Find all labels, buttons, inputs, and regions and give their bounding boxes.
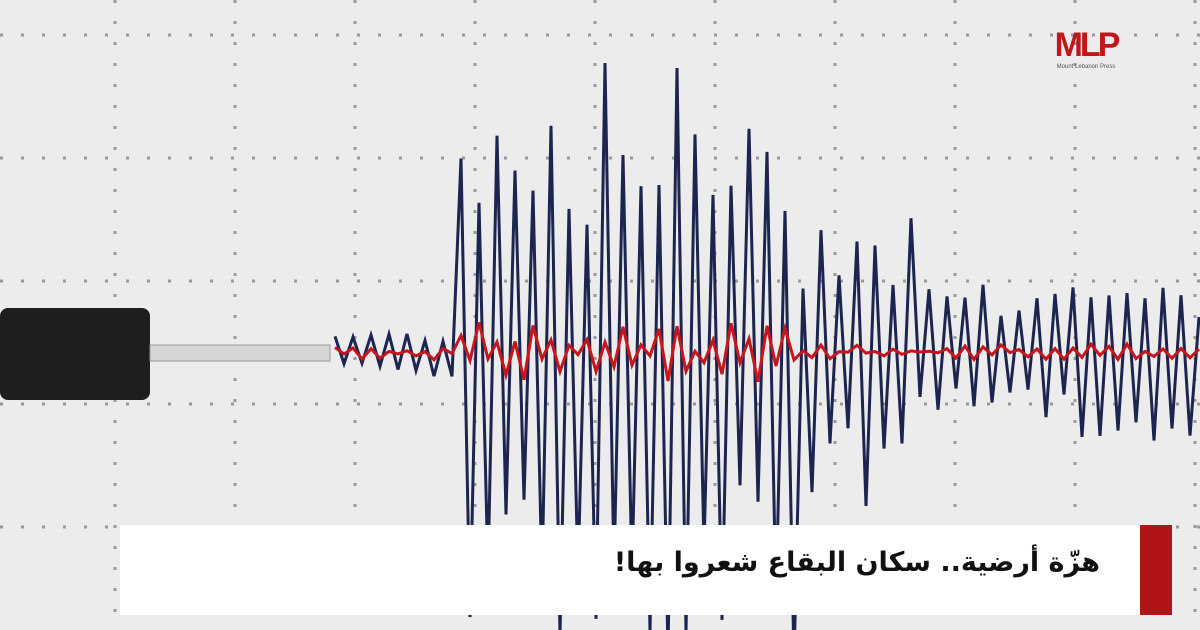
accent-bar bbox=[1140, 525, 1172, 615]
headline-banner: هزّة أرضية.. سكان البقاع شعروا بها! bbox=[120, 525, 1140, 615]
headline: هزّة أرضية.. سكان البقاع شعروا بها! bbox=[613, 547, 1100, 578]
logo-mark: MLP bbox=[1054, 26, 1121, 64]
seismic-trace-red bbox=[334, 322, 1200, 383]
logo: MLP Mount Lebanon Press bbox=[1046, 28, 1126, 74]
seismic-trace-blue bbox=[333, 62, 1200, 630]
logo-name: Mount Lebanon Press bbox=[1056, 64, 1116, 70]
pen-body bbox=[0, 308, 150, 400]
pen-needle bbox=[149, 344, 331, 362]
